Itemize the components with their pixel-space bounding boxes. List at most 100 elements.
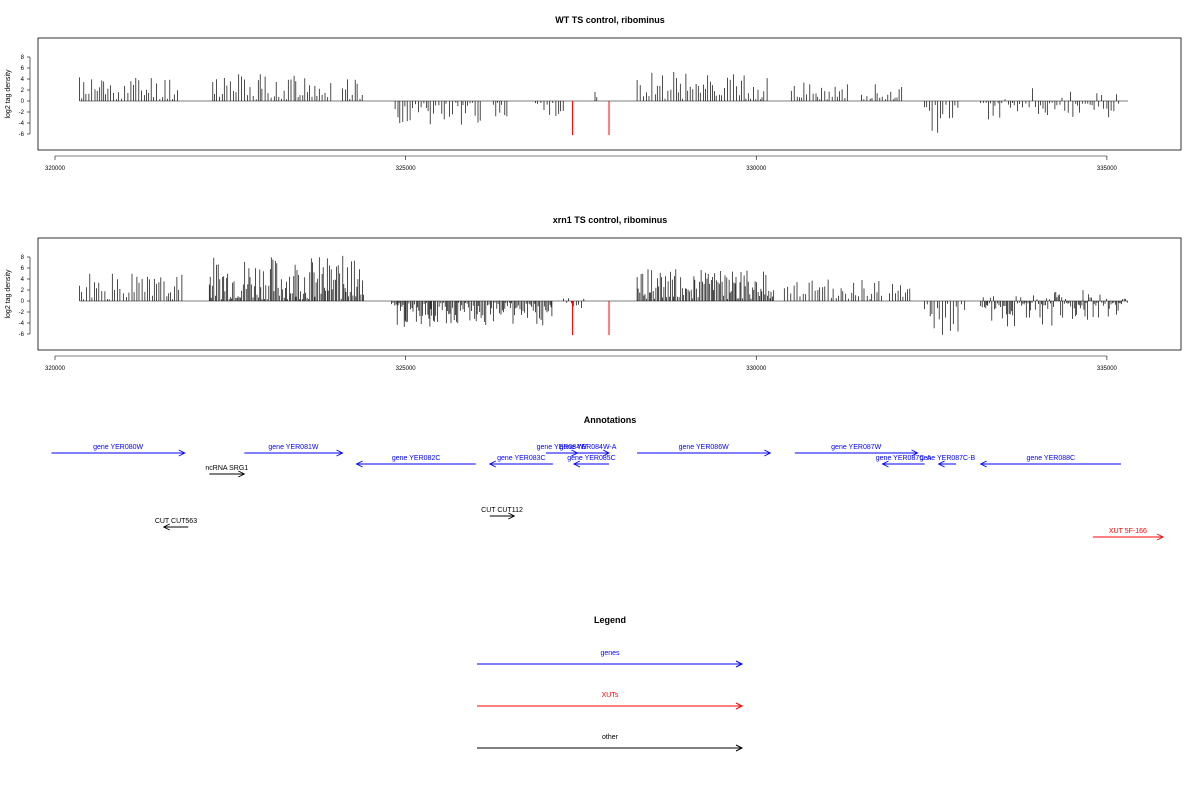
annotation-label: CUT CUT112	[481, 507, 523, 514]
annotation-label: gene YER084W-A	[559, 444, 616, 451]
legend-label: XUTs	[602, 692, 619, 699]
legend-entry: XUTs	[477, 692, 744, 710]
legend-title: Legend	[594, 615, 626, 625]
annotation-feature: gene YER086W	[637, 444, 772, 457]
annotation-feature: gene YER088C	[979, 455, 1121, 468]
annotations-panel: Annotations gene YER080W gene YER081Wgene…	[51, 415, 1165, 541]
x-tick-label: 320000	[45, 166, 66, 172]
y-tick-label: 8	[21, 55, 25, 61]
y-tick-label: 6	[21, 266, 25, 272]
y-tick-label: -6	[19, 332, 25, 338]
density-bar-cluster	[208, 255, 346, 301]
wt-track-title: WT TS control, ribominus	[555, 15, 665, 25]
arrow-head	[764, 449, 772, 457]
wt-density-bars	[79, 72, 1128, 133]
density-bar-cluster	[394, 101, 481, 125]
density-bar-cluster	[924, 101, 959, 133]
x-tick-label: 325000	[396, 366, 417, 372]
annotation-label: gene YER087W	[831, 444, 881, 451]
density-bar-cluster	[563, 298, 585, 308]
annotation-label: XUT 5F-166	[1109, 528, 1147, 535]
x-tick-label: 325000	[396, 166, 417, 172]
density-bar-cluster	[79, 273, 183, 301]
density-bar-cluster	[345, 260, 364, 301]
y-tick-label: 0	[21, 299, 25, 305]
xrn1-plot-frame	[37, 237, 1182, 351]
annotation-label: gene YER087C-A	[876, 455, 932, 462]
arrow-head	[178, 449, 186, 457]
arrow-head	[1156, 533, 1165, 541]
density-bar-cluster	[980, 88, 1120, 120]
density-bar-cluster	[342, 79, 363, 101]
arrow-head	[572, 460, 581, 468]
density-bar-cluster	[79, 77, 178, 101]
annotation-feature: ncRNA SRG1	[205, 465, 248, 478]
wt-red-markers	[572, 101, 610, 136]
y-tick-label: 8	[21, 255, 25, 261]
annotation-label: ncRNA SRG1	[205, 465, 248, 472]
density-bar-cluster	[636, 269, 775, 301]
annotation-label: gene YER086W	[679, 444, 729, 451]
annotation-features: gene YER080W gene YER081W gene YER082C gene…	[51, 444, 1165, 541]
y-tick-label: 6	[21, 66, 25, 72]
legend-label: genes	[600, 650, 620, 657]
annotation-label: gene YER087C-B	[920, 455, 976, 462]
x-tick-label: 330000	[746, 166, 767, 172]
x-tick-label: 335000	[1097, 166, 1118, 172]
y-tick-label: -2	[19, 110, 25, 116]
x-tick-label: 330000	[746, 366, 767, 372]
xrn1-density-bars	[79, 255, 1128, 335]
arrow-head	[735, 744, 744, 752]
xrn1-track-panel: xrn1 TS control, ribominus log2 tag dens…	[5, 215, 1182, 372]
density-bar-cluster	[391, 301, 553, 327]
xrn1-red-markers	[572, 301, 610, 336]
legend-entry: genes	[477, 650, 744, 668]
xrn1-x-ticks: 320000 325000 330000 335000	[45, 355, 1118, 372]
arrow-head	[881, 460, 889, 468]
density-bar-cluster	[212, 74, 332, 101]
annotation-feature: gene YER082C	[355, 455, 476, 468]
y-tick-label: 4	[21, 277, 25, 283]
x-tick-label: 335000	[1097, 366, 1118, 372]
annotation-label: gene YER085C	[567, 455, 616, 462]
arrow-head	[355, 460, 363, 468]
annotation-feature: XUT 5F-166	[1092, 528, 1165, 541]
x-tick-label: 320000	[45, 366, 66, 372]
annotation-feature: gene YER083C	[488, 455, 553, 468]
legend-panel: Legend genes XUTs other	[477, 615, 744, 752]
arrow-head	[735, 660, 744, 668]
wt-track-panel: WT TS control, ribominus log2 tag densit…	[5, 15, 1182, 172]
annotations-title: Annotations	[584, 415, 637, 425]
arrow-head	[937, 460, 945, 468]
annotation-label: gene YER081W	[268, 444, 318, 451]
legend-label: other	[602, 734, 619, 741]
annotation-feature: gene YER084W-A	[559, 444, 617, 457]
density-bar-cluster	[861, 84, 903, 101]
arrow-head	[602, 449, 611, 457]
wt-x-ticks: 320000 325000 330000 335000	[45, 155, 1118, 172]
annotation-feature: gene YER087C-B	[920, 455, 976, 468]
density-bar-cluster	[980, 290, 1128, 327]
wt-y-ticks: 8 6 4 2 0 -2 -4 -6	[19, 55, 31, 138]
wt-plot-frame	[37, 37, 1182, 151]
annotation-feature: CUT CUT112	[481, 507, 523, 520]
y-tick-label: -4	[19, 321, 25, 327]
y-tick-label: -6	[19, 132, 25, 138]
annotation-feature: gene YER080W	[51, 444, 186, 457]
y-tick-label: -4	[19, 121, 25, 127]
annotation-feature: CUT CUT563	[155, 518, 197, 531]
annotation-label: gene YER080W	[93, 444, 143, 451]
density-bar-cluster	[594, 92, 598, 101]
density-bar-cluster	[535, 101, 564, 116]
annotation-label: gene YER088C	[1027, 455, 1076, 462]
annotation-label: CUT CUT563	[155, 518, 197, 525]
y-tick-label: 0	[21, 99, 25, 105]
arrow-head	[238, 470, 246, 478]
arrow-head	[488, 460, 496, 468]
density-bar-cluster	[492, 101, 508, 117]
legend-entries: genes XUTs other	[477, 650, 744, 752]
arrow-head	[508, 512, 516, 520]
density-bar-cluster	[924, 301, 966, 335]
annotation-feature: gene YER087C-A	[876, 455, 932, 468]
